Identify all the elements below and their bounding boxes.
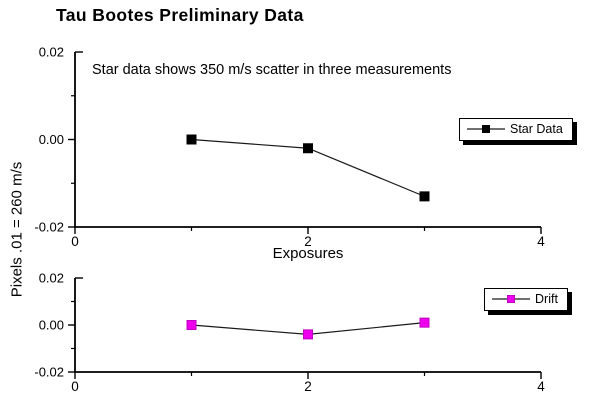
x-tick-label: 0: [71, 234, 79, 249]
data-point-marker: [303, 329, 313, 340]
legend-star-data: Star Data: [459, 118, 573, 141]
data-point-marker: [303, 143, 313, 154]
x-tick-label: 2: [304, 234, 312, 249]
x-tick-label: 4: [537, 379, 545, 394]
legend-marker: [482, 125, 490, 134]
data-point-marker: [186, 320, 197, 330]
y-tick-label: 0.02: [39, 45, 64, 60]
data-point-marker: [186, 134, 197, 145]
x-tick-label: 4: [537, 234, 545, 249]
y-tick-label: 0.00: [39, 132, 64, 147]
y-tick-label: 0.02: [39, 271, 64, 286]
data-point-marker: [419, 317, 430, 328]
x-tick-label: 0: [71, 379, 79, 394]
y-tick-label: 0.00: [39, 318, 64, 333]
star-data-legend-marker-icon: [467, 125, 505, 134]
x-tick-label: 2: [304, 379, 312, 394]
drift-legend-marker-icon: [492, 295, 530, 304]
data-point-marker: [419, 191, 430, 202]
axis-line: [74, 278, 541, 373]
y-tick-label: -0.02: [34, 220, 64, 235]
x-axis-label: Exposures: [272, 245, 344, 262]
legend-star-data-label: Star Data: [510, 122, 563, 136]
legend-drift: Drift: [484, 288, 568, 311]
y-tick-label: -0.02: [34, 365, 64, 380]
legend-marker: [507, 295, 515, 304]
scatter-annotation: Star data shows 350 m/s scatter in three…: [92, 62, 452, 78]
page-title: Tau Bootes Preliminary Data: [56, 5, 304, 25]
legend-drift-label: Drift: [535, 292, 558, 306]
